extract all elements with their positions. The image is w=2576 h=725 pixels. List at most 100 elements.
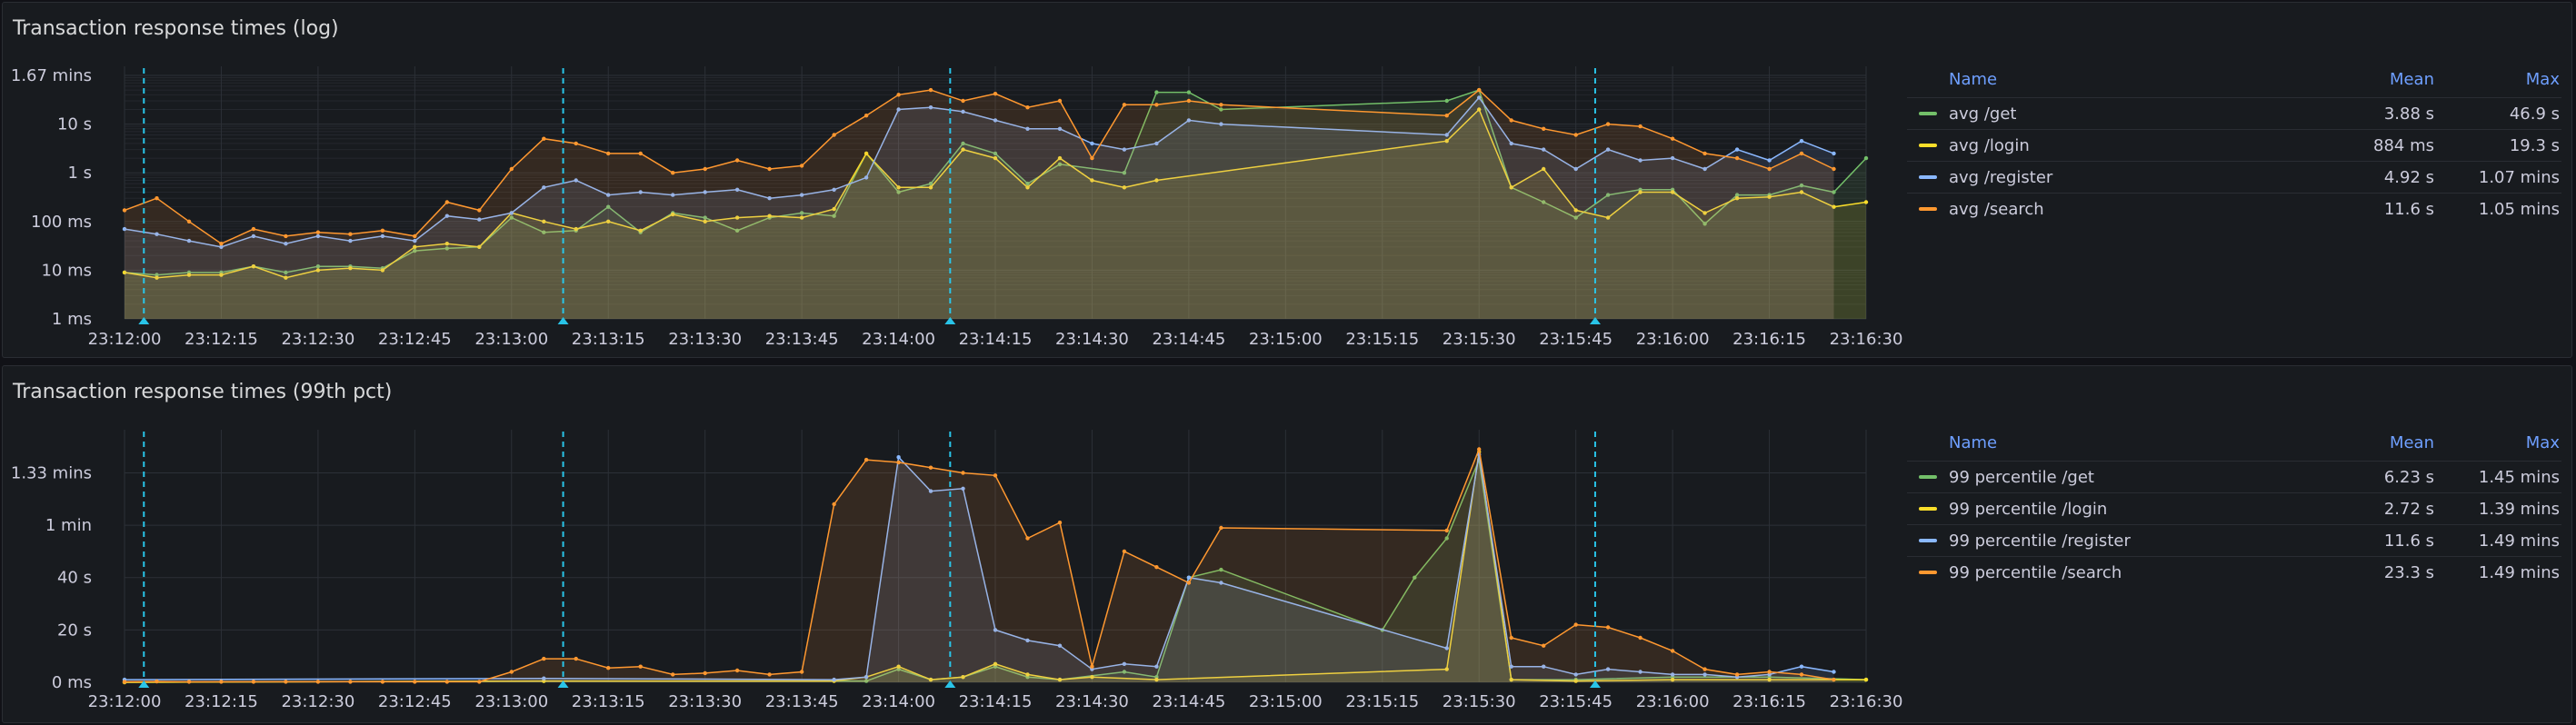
data-point (1219, 525, 1223, 531)
data-point (251, 264, 256, 269)
legend-item[interactable]: 99 percentile /get 6.23 s 1.45 mins (1907, 461, 2561, 492)
legend-swatch (1919, 507, 1937, 511)
legend-swatch (1919, 175, 1937, 179)
data-point (219, 242, 224, 246)
data-point (284, 680, 288, 684)
data-point (734, 668, 740, 673)
data-point (1573, 215, 1578, 220)
data-point (1799, 139, 1804, 144)
data-point (251, 680, 256, 684)
legend-header-mean[interactable]: Mean (2389, 433, 2434, 452)
data-point (1605, 147, 1611, 152)
data-point (1154, 90, 1159, 94)
data-point (896, 107, 901, 112)
data-point (1734, 193, 1740, 197)
series-2 (122, 95, 1836, 320)
data-point (1122, 661, 1127, 666)
x-tick-label: 23:13:00 (474, 692, 548, 711)
legend-header-max[interactable]: Max (2525, 70, 2560, 89)
data-point (1057, 126, 1063, 131)
data-point (1542, 126, 1546, 131)
data-point (671, 193, 675, 197)
legend-item-max: 1.05 mins (2478, 200, 2560, 219)
legend-item[interactable]: 99 percentile /register 11.6 s 1.49 mins (1907, 524, 2561, 556)
x-tick-label: 23:13:30 (668, 692, 742, 711)
data-point (1186, 98, 1192, 104)
legend-item-name: avg /register (1949, 168, 2053, 187)
legend-header-name[interactable]: Name (1949, 433, 1998, 452)
series-line (124, 89, 1867, 276)
data-point (542, 136, 546, 141)
data-point (1832, 166, 1836, 172)
data-point (961, 471, 965, 475)
data-point (1573, 622, 1578, 627)
data-point (1413, 575, 1417, 580)
data-point (477, 244, 482, 249)
data-point (1122, 185, 1127, 190)
x-tick-label: 23:14:45 (1152, 330, 1225, 349)
legend-item[interactable]: avg /login 884 ms 19.3 s (1907, 129, 2561, 161)
data-point (284, 233, 288, 239)
data-point (413, 233, 417, 239)
y-tick-label: 20 s (57, 621, 92, 640)
data-point (1670, 649, 1675, 653)
y-tick-label: 1 ms (52, 310, 92, 329)
data-point (380, 680, 385, 684)
x-tick-label: 23:13:30 (668, 330, 742, 349)
legend-item[interactable]: avg /search 11.6 s 1.05 mins (1907, 193, 2561, 224)
legend-header-max[interactable]: Max (2525, 433, 2560, 452)
x-tick-label: 23:15:00 (1249, 692, 1323, 711)
legend-item[interactable]: avg /get 3.88 s 46.9 s (1907, 97, 2561, 129)
data-point (1090, 664, 1094, 669)
data-point (703, 219, 707, 223)
data-point (413, 248, 417, 253)
data-point (734, 158, 740, 163)
data-point (542, 676, 546, 680)
data-point (1542, 147, 1546, 152)
data-point (638, 664, 643, 669)
data-point (1219, 103, 1223, 107)
y-tick-label: 40 s (57, 569, 92, 588)
legend-item[interactable]: 99 percentile /login 2.72 s 1.39 mins (1907, 492, 2561, 524)
data-point (444, 214, 449, 218)
legend-item[interactable]: avg /register 4.92 s 1.07 mins (1907, 161, 2561, 193)
data-point (1605, 667, 1611, 671)
data-point (574, 178, 578, 183)
x-tick-label: 23:16:15 (1732, 330, 1806, 349)
data-point (896, 664, 901, 669)
data-point (896, 455, 901, 460)
legend-header-name[interactable]: Name (1949, 70, 1998, 89)
data-point (1799, 672, 1804, 677)
data-point (1444, 646, 1449, 651)
data-point (444, 680, 449, 684)
x-tick-label: 23:13:15 (572, 692, 645, 711)
data-point (606, 151, 611, 156)
data-point (155, 196, 159, 201)
data-point (638, 228, 643, 233)
x-tick-label: 23:13:00 (474, 330, 548, 349)
legend-swatch (1919, 144, 1937, 147)
legend-item[interactable]: 99 percentile /search 23.3 s 1.49 mins (1907, 556, 2561, 588)
data-point (703, 190, 707, 194)
data-point (1638, 670, 1642, 674)
data-point (1702, 222, 1707, 226)
data-point (122, 680, 127, 684)
data-point (477, 217, 482, 222)
legend-header-mean[interactable]: Mean (2389, 70, 2434, 89)
data-point (1057, 162, 1063, 166)
x-tick-label: 23:14:00 (862, 692, 935, 711)
data-point (864, 175, 869, 180)
data-point (1605, 625, 1611, 630)
legend-item-name: 99 percentile /register (1949, 531, 2131, 551)
data-point (251, 233, 256, 239)
legend-item-mean: 3.88 s (2383, 104, 2434, 124)
data-point (1477, 107, 1482, 112)
data-point (155, 273, 159, 277)
annotation-marker (557, 680, 569, 688)
data-point (477, 680, 482, 684)
x-tick-label: 23:12:00 (88, 330, 162, 349)
data-point (1509, 635, 1513, 641)
panel-title: Transaction response times (log) (13, 17, 339, 40)
data-point (348, 680, 353, 684)
data-point (1154, 677, 1159, 682)
